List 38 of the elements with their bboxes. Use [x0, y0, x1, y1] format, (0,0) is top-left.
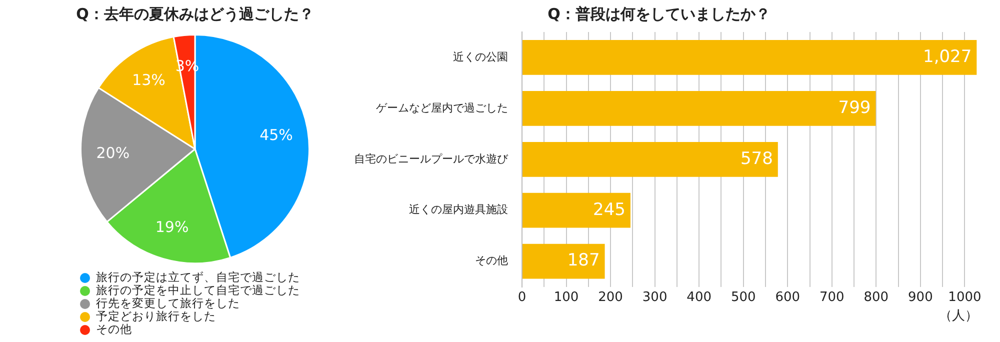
data-label: 578: [740, 148, 773, 169]
x-tick-label: 600: [775, 290, 800, 305]
data-label: 19%: [155, 218, 189, 236]
x-tick-label: 800: [864, 290, 889, 305]
y-tick-label: 近くの公園: [453, 50, 508, 64]
chart-title: Q：普段は何をしていましたか？: [548, 4, 770, 23]
x-tick-label: 700: [819, 290, 844, 305]
legend-label: その他: [96, 322, 132, 336]
bar: [522, 192, 630, 228]
data-label: 45%: [260, 126, 293, 144]
data-label: 187: [567, 250, 600, 271]
x-tick-label: 300: [642, 290, 668, 305]
x-tick-label: 200: [598, 290, 623, 305]
bar: [522, 244, 605, 279]
legend-label: 旅行の予定を中止して自宅で過ごした: [96, 283, 300, 297]
bar: [522, 142, 778, 177]
chart-title: Q：去年の夏休みはどう過ごした？: [76, 4, 314, 23]
y-tick-label: その他: [475, 254, 508, 268]
legend-label: 行先を変更して旅行をした: [96, 296, 240, 310]
y-tick-label: ゲームなど屋内で過ごした: [376, 101, 508, 114]
data-label: 799: [838, 98, 871, 118]
y-tick-label: 自宅のビニールプールで水遊び: [354, 152, 509, 166]
x-tick-label: 400: [686, 290, 712, 305]
x-axis-title: （人）: [939, 308, 978, 324]
x-tick-label: 0: [518, 290, 526, 305]
data-label: 1,027: [923, 46, 972, 67]
legend-label: 予定どおり旅行をした: [96, 309, 216, 323]
x-tick-label: 500: [730, 290, 756, 305]
bar: [522, 40, 977, 75]
x-tick-label: 100: [554, 290, 579, 305]
bar: [522, 91, 876, 126]
data-label: 245: [593, 200, 626, 220]
data-label: 13%: [132, 70, 166, 89]
y-tick-label: 近くの屋内遊具施設: [409, 203, 508, 216]
legend-label: 旅行の予定は立てず、自宅で過ごした: [96, 270, 300, 284]
x-tick-label: 900: [908, 290, 933, 305]
data-label: 20%: [96, 144, 130, 162]
x-tick-label: 1000: [948, 290, 982, 305]
